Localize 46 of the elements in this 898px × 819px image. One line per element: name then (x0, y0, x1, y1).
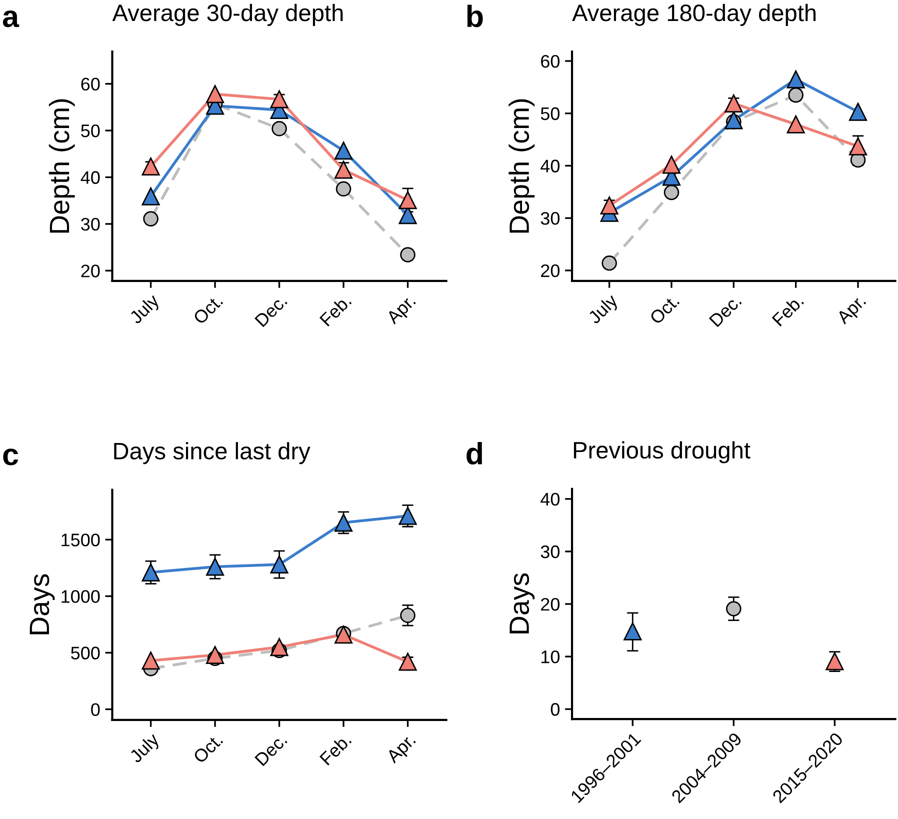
x-tick-label: Feb. (319, 732, 352, 766)
chart-title: Days since last dry (114, 442, 310, 464)
y-tick-label: 1500 (62, 534, 100, 546)
x-tick-label: Feb. (771, 294, 804, 327)
text: d (466, 442, 482, 464)
x-tick-label: July (128, 732, 163, 766)
y-axis-title: Days (30, 574, 55, 634)
y-axis-title: Depth (cm) (48, 99, 75, 233)
y-tick-label: 60 (81, 78, 100, 91)
y-tick-label: 50 (81, 124, 100, 138)
y-tick-label: 0 (550, 703, 560, 716)
x-tick-label: Dec. (254, 294, 288, 328)
y-axis-title: Depth (cm) (508, 99, 535, 233)
y-tick-label: 40 (80, 171, 100, 184)
x-tick-label: Apr. (386, 294, 418, 328)
y-tick-label: 20 (81, 264, 100, 278)
x-tick-label: Oct. (192, 733, 224, 764)
text: a (2, 10, 20, 28)
x-tick-label: Oct. (649, 294, 680, 325)
y-tick-label: 500 (71, 646, 100, 660)
y-tick-label: 30 (540, 212, 560, 225)
y-tick-label: 50 (540, 107, 560, 120)
x-tick-label: Dec. (708, 294, 742, 328)
text: c (3, 448, 18, 466)
x-tick-label: Dec. (254, 733, 288, 766)
y-tick-label: 60 (541, 54, 560, 68)
y-tick-label: 1000 (62, 590, 100, 603)
chart-title: Average 180-day depth (572, 4, 816, 26)
chart-title: Previous drought (574, 441, 750, 464)
y-tick-label: 20 (541, 264, 560, 278)
y-tick-label: 0 (91, 703, 100, 716)
chart-title: Average 30-day depth (112, 4, 343, 26)
y-tick-label: 40 (540, 492, 560, 506)
y-tick-label: 30 (81, 218, 100, 231)
x-tick-label: Oct. (192, 294, 224, 325)
y-axis-title: Days (510, 573, 535, 634)
y-tick-label: 40 (540, 160, 560, 172)
text: b (467, 4, 483, 28)
y-tick-label: 10 (542, 650, 560, 664)
x-tick-label: Feb. (319, 294, 352, 327)
x-tick-label: July (128, 292, 163, 328)
x-tick-label: Apr. (386, 733, 418, 766)
x-tick-label: Apr. (836, 294, 869, 328)
y-tick-label: 30 (540, 545, 560, 558)
x-tick-label: July (586, 292, 622, 328)
y-tick-label: 20 (541, 598, 560, 611)
